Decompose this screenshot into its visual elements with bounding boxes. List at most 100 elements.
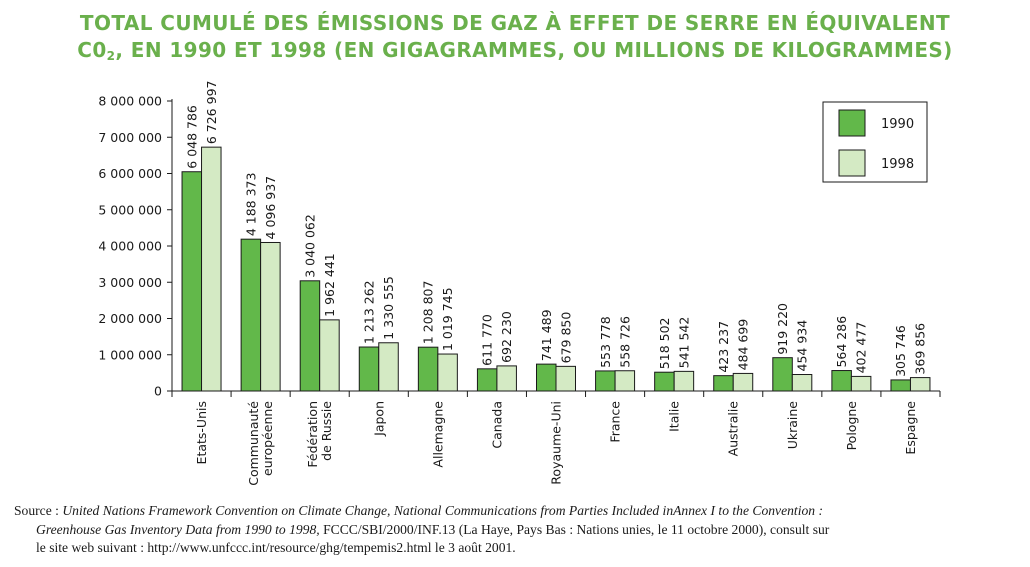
category-label-line: Espagne xyxy=(903,401,918,455)
y-tick-label: 4 000 000 xyxy=(98,239,162,254)
y-tick-label: 5 000 000 xyxy=(98,202,162,217)
source-rest-2: FCCC/SBI/2000/INF.13 (La Haye, Pays Bas … xyxy=(319,521,830,537)
bar-1990 xyxy=(595,370,616,392)
category-label: Italie xyxy=(667,401,682,432)
data-label-1998: 484 699 xyxy=(735,319,750,371)
bar-1998 xyxy=(378,342,399,392)
category-label-line: Pologne xyxy=(844,401,859,451)
data-label-1990: 3 040 062 xyxy=(302,214,317,278)
bar-1990 xyxy=(772,357,793,392)
bar-1990 xyxy=(831,370,852,392)
data-label-1998: 4 096 937 xyxy=(263,176,278,240)
y-tick-label: 6 000 000 xyxy=(98,166,162,181)
bar-1990 xyxy=(654,371,675,392)
bar-1998 xyxy=(909,377,931,392)
data-label-1998: 1 019 745 xyxy=(440,287,455,351)
bar-1990 xyxy=(890,379,911,392)
bar-1990 xyxy=(299,280,321,392)
bar-1990 xyxy=(358,346,380,392)
bar-1990 xyxy=(240,238,262,392)
category-label-line: européenne xyxy=(260,401,275,476)
source-prefix: Source : xyxy=(14,503,63,518)
data-label-1990: 611 770 xyxy=(480,314,495,366)
source-line-3: le site web suivant : http://www.unfccc.… xyxy=(36,540,516,555)
bar-1990 xyxy=(181,171,203,392)
category-label: Ukraine xyxy=(785,401,800,450)
bar-1998 xyxy=(201,146,222,392)
data-label-1998: 692 230 xyxy=(499,311,514,363)
bar-1998 xyxy=(791,374,813,392)
y-tick-label: 8 000 000 xyxy=(98,94,162,109)
bar-chart: 0 1 000 000 2 000 000 3 000 000 4 000 000 5 0… xyxy=(98,81,941,486)
data-label-1990: 423 237 xyxy=(716,321,731,373)
category-label: Royaume-Uni xyxy=(549,401,564,485)
legend-label-1998: 1998 xyxy=(881,157,914,172)
chart-title-line2-post: , EN 1990 ET 1998 (EN GIGAGRAMMES, OU MI… xyxy=(115,38,953,62)
y-tick-label: 1 000 000 xyxy=(98,347,162,362)
category-label: France xyxy=(608,401,623,443)
category-label: Australie xyxy=(726,401,741,457)
legend-label-1990: 1990 xyxy=(881,117,914,132)
bar-1990 xyxy=(476,368,498,392)
data-label-1990: 741 489 xyxy=(539,309,554,361)
chart-title-subscript: 2 xyxy=(106,49,116,63)
data-label-1990: 919 220 xyxy=(775,303,790,355)
data-label-1990: 553 778 xyxy=(598,316,613,368)
category-label: Allemagne xyxy=(430,401,445,468)
bar-1998 xyxy=(260,241,281,392)
category-label: Pologne xyxy=(844,401,859,451)
category-label: Japon xyxy=(371,401,386,437)
category-label-line: Communauté xyxy=(246,401,261,486)
category-label: Espagne xyxy=(903,401,918,455)
data-label-1990: 564 286 xyxy=(834,316,849,368)
data-label-1990: 6 048 786 xyxy=(184,105,199,169)
bar-1998 xyxy=(437,353,458,392)
source-line-2: Greenhouse Gas Inventory Data from 1990 … xyxy=(14,521,1019,540)
category-label: Etats-Unis xyxy=(194,401,209,464)
category-label-line: Australie xyxy=(726,401,741,457)
category-label-line: Allemagne xyxy=(430,401,445,468)
category-label: Fédérationde Russie xyxy=(305,401,334,468)
category-label-line: Ukraine xyxy=(785,401,800,450)
source-italic-1: United Nations Framework Convention on C… xyxy=(62,503,823,518)
y-tick-label: 0 xyxy=(154,384,162,399)
bar-1998 xyxy=(496,365,517,392)
data-label-1998: 558 726 xyxy=(617,316,632,368)
source-note: Source : United Nations Framework Conven… xyxy=(14,502,1019,558)
data-label-1998: 1 330 555 xyxy=(381,276,396,340)
data-label-1998: 679 850 xyxy=(558,312,573,364)
data-label-1990: 1 208 807 xyxy=(421,281,436,345)
y-tick-label: 3 000 000 xyxy=(98,275,162,290)
category-label-line: Italie xyxy=(667,401,682,432)
data-label-1990: 1 213 262 xyxy=(362,280,377,344)
category-label-line: Etats-Unis xyxy=(194,401,209,464)
bar-1990 xyxy=(536,363,557,392)
category-label-line: Japon xyxy=(371,401,386,437)
bar-1998 xyxy=(555,365,576,392)
category-label-line: Royaume-Uni xyxy=(549,401,564,485)
category-label-line: France xyxy=(608,401,623,443)
data-label-1998: 6 726 997 xyxy=(204,81,219,145)
category-label-line: Canada xyxy=(489,401,504,449)
data-label-1998: 369 856 xyxy=(913,323,928,375)
source-italic-2: Greenhouse Gas Inventory Data from 1990 … xyxy=(36,521,320,537)
bar-1998 xyxy=(850,375,872,392)
bar-1998 xyxy=(614,370,636,392)
data-label-1998: 541 542 xyxy=(676,317,691,369)
bar-1998 xyxy=(673,370,695,392)
data-label-1998: 402 477 xyxy=(854,322,869,374)
category-label: Canada xyxy=(489,401,504,449)
y-tick-label: 2 000 000 xyxy=(98,311,162,326)
category-label-line: de Russie xyxy=(319,401,334,461)
chart-title: TOTAL CUMULÉ DES ÉMISSIONS DE GAZ À EFFE… xyxy=(0,10,1030,70)
legend-swatch-1998 xyxy=(838,149,866,177)
chart-title-line2-pre: C0 xyxy=(77,38,107,62)
bar-1990 xyxy=(417,346,439,392)
legend-swatch-1990 xyxy=(838,109,866,137)
category-label: Communautéeuropéenne xyxy=(246,401,275,486)
data-label-1990: 4 188 373 xyxy=(243,173,258,237)
data-label-1998: 454 934 xyxy=(795,320,810,372)
bar-1998 xyxy=(732,372,754,392)
bar-1998 xyxy=(319,319,340,392)
chart-title-line1: TOTAL CUMULÉ DES ÉMISSIONS DE GAZ À EFFE… xyxy=(79,11,951,35)
